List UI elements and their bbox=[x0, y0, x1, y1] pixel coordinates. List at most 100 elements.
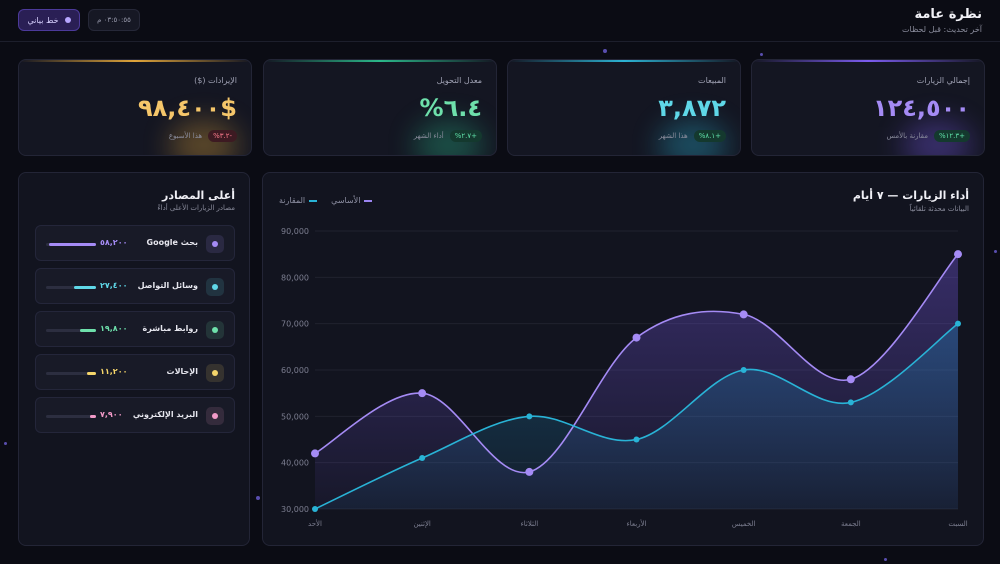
x-tick-label: الأربعاء bbox=[626, 519, 646, 528]
source-row[interactable]: بحث Google ٥٨,٢٠٠ bbox=[35, 225, 235, 261]
chart-title: أداء الزيارات — ٧ أيام bbox=[852, 189, 969, 202]
clock-display: ٠٣:٥٠:٥٥ م bbox=[88, 9, 140, 31]
data-point bbox=[312, 506, 318, 512]
kpi-change-badge: -٣.٢% bbox=[208, 130, 237, 142]
background-dot bbox=[760, 53, 763, 56]
kpi-label: إجمالي الزيارات bbox=[916, 76, 970, 85]
y-tick-label: 40,000 bbox=[281, 459, 309, 468]
y-tick-label: 80,000 bbox=[281, 273, 309, 282]
x-tick-label: الجمعة bbox=[841, 520, 861, 528]
source-share-fill bbox=[48, 243, 96, 246]
kpi-value: ١٢٤,٥٠٠ bbox=[872, 94, 970, 122]
source-value: ١٩,٨٠٠ bbox=[100, 324, 128, 333]
mode-dot-icon bbox=[64, 17, 71, 23]
x-tick-label: السبت bbox=[948, 520, 967, 528]
data-point bbox=[739, 310, 748, 319]
page-title: نظرة عامة bbox=[914, 7, 982, 22]
x-tick-label: الثلاثاء bbox=[520, 520, 538, 528]
data-point bbox=[419, 455, 426, 462]
source-name: وسائل التواصل bbox=[137, 281, 198, 290]
kpi-card-conversion[interactable]: معدل التحويل ٦.٤% +٢.٧% أداء الشهر bbox=[263, 59, 497, 156]
data-point bbox=[311, 449, 319, 458]
data-point bbox=[632, 333, 641, 342]
source-row[interactable]: الإحالات ١١,٢٠٠ bbox=[35, 354, 235, 390]
link-icon bbox=[206, 321, 224, 339]
y-tick-label: 70,000 bbox=[281, 320, 309, 329]
legend-swatch bbox=[364, 199, 373, 202]
background-dot bbox=[256, 496, 260, 500]
kpi-value: ٣,٨٧٢ bbox=[658, 94, 726, 122]
source-share-track bbox=[46, 286, 96, 289]
kpi-accent-bar bbox=[264, 60, 496, 62]
source-value: ١١,٢٠٠ bbox=[100, 367, 128, 376]
social-icon bbox=[206, 278, 224, 296]
source-value: ٧,٩٠٠ bbox=[100, 410, 123, 419]
data-point bbox=[846, 375, 855, 384]
legend-label: الأساسي bbox=[331, 196, 361, 205]
legend-item-primary[interactable]: الأساسي bbox=[331, 196, 373, 205]
kpi-caption: هذا الشهر bbox=[658, 132, 688, 140]
x-tick-label: الأحد bbox=[308, 519, 322, 528]
background-dot bbox=[994, 250, 997, 253]
x-tick-label: الخميس bbox=[732, 520, 756, 528]
kpi-card-sales[interactable]: المبيعات ٣,٨٧٢ +٨.١% هذا الشهر bbox=[507, 59, 741, 156]
kpi-accent-bar bbox=[508, 60, 740, 62]
background-dot bbox=[603, 49, 607, 53]
legend-swatch bbox=[309, 199, 318, 202]
source-value: ٥٨,٢٠٠ bbox=[100, 238, 128, 247]
data-point bbox=[955, 320, 961, 327]
source-row[interactable]: وسائل التواصل ٢٧,٤٠٠ bbox=[35, 268, 235, 304]
chart-subtitle: البيانات محدثة تلقائياً bbox=[909, 205, 969, 213]
legend-item-comparison[interactable]: المقارنة bbox=[279, 196, 318, 205]
data-point bbox=[954, 250, 962, 259]
kpi-accent-bar bbox=[19, 60, 251, 62]
source-name: البريد الإلكتروني bbox=[132, 410, 198, 419]
source-share-fill bbox=[73, 286, 96, 289]
chart-legend: الأساسي المقارنة bbox=[279, 196, 373, 205]
last-updated-text: آخر تحديث: قبل لحظات bbox=[901, 25, 982, 34]
kpi-change-badge: +٨.١% bbox=[693, 130, 726, 142]
kpi-card-revenue[interactable]: الإيرادات ($) $٩٨,٤٠٠ -٣.٢% هذا الأسبوع bbox=[18, 59, 252, 156]
mail-icon bbox=[206, 407, 224, 425]
search-icon bbox=[206, 235, 224, 253]
source-share-track bbox=[46, 415, 96, 418]
data-point bbox=[847, 399, 854, 406]
source-share-track bbox=[46, 243, 96, 246]
traffic-area-chart: 30,000 40,000 50,000 60,000 70,000 80,000 90,0… bbox=[281, 227, 968, 528]
legend-label: المقارنة bbox=[279, 196, 306, 205]
kpi-card-visits[interactable]: إجمالي الزيارات ١٢٤,٥٠٠ +١٢.٣% مقارنة با… bbox=[751, 59, 985, 156]
kpi-value: ٦.٤% bbox=[419, 94, 482, 122]
kpi-value: $٩٨,٤٠٠ bbox=[137, 94, 237, 122]
kpi-caption: مقارنة بالأمس bbox=[886, 132, 928, 140]
data-point bbox=[525, 467, 534, 476]
source-share-fill bbox=[86, 372, 96, 375]
data-point bbox=[633, 436, 640, 443]
top-sources-panel: أعلى المصادر مصادر الزيارات الأعلى أداءً… bbox=[18, 172, 250, 546]
source-row[interactable]: روابط مباشرة ١٩,٨٠٠ bbox=[35, 311, 235, 347]
background-dot bbox=[4, 442, 7, 445]
y-tick-label: 60,000 bbox=[281, 366, 309, 375]
kpi-change-badge: +١٢.٣% bbox=[933, 130, 970, 142]
y-tick-label: 90,000 bbox=[281, 227, 309, 236]
source-row[interactable]: البريد الإلكتروني ٧,٩٠٠ bbox=[35, 397, 235, 433]
x-tick-label: الإثنين bbox=[413, 520, 430, 528]
kpi-caption: أداء الشهر bbox=[413, 132, 444, 140]
referral-icon bbox=[206, 364, 224, 382]
source-value: ٢٧,٤٠٠ bbox=[100, 281, 128, 290]
sources-title: أعلى المصادر bbox=[162, 189, 235, 202]
source-share-track bbox=[46, 329, 96, 332]
traffic-chart-panel: أداء الزيارات — ٧ أيام البيانات محدثة تل… bbox=[262, 172, 984, 546]
kpi-label: الإيرادات ($) bbox=[194, 76, 237, 85]
source-name: روابط مباشرة bbox=[142, 324, 198, 333]
kpi-label: معدل التحويل bbox=[436, 76, 482, 85]
source-share-track bbox=[46, 372, 96, 375]
source-share-fill bbox=[80, 329, 96, 332]
data-point bbox=[740, 367, 747, 373]
y-tick-label: 50,000 bbox=[281, 412, 309, 421]
source-name: بحث Google bbox=[146, 238, 198, 247]
kpi-label: المبيعات bbox=[698, 76, 726, 85]
chart-mode-button[interactable]: خط بياني bbox=[18, 9, 80, 31]
data-point bbox=[526, 413, 533, 420]
kpi-caption: هذا الأسبوع bbox=[168, 132, 203, 140]
sources-subtitle: مصادر الزيارات الأعلى أداءً bbox=[157, 204, 235, 212]
